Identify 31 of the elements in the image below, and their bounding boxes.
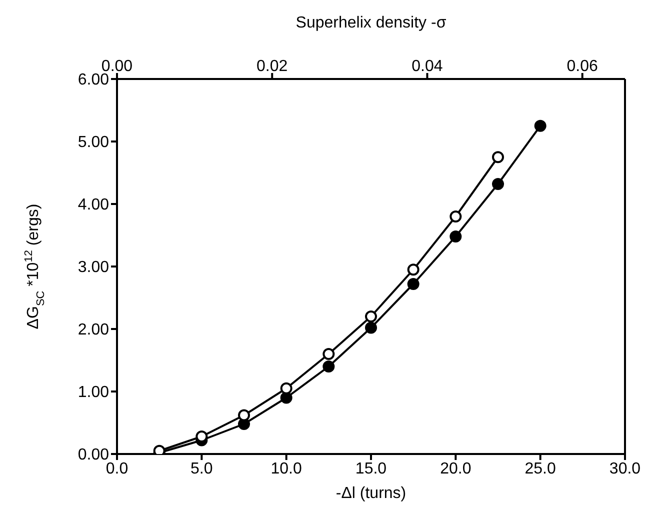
- x2-tick-label: 0.04: [412, 58, 443, 75]
- point: [534, 120, 546, 132]
- y-tick-label: 1.00: [78, 384, 110, 402]
- point: [450, 230, 462, 242]
- y-tick-label: 3.00: [78, 259, 110, 276]
- y-tick-label: 2.00: [78, 322, 110, 339]
- y-tick-label: 4.00: [78, 196, 110, 214]
- x2-tick-label: 0.06: [566, 58, 598, 75]
- point: [492, 151, 504, 164]
- point: [365, 322, 377, 334]
- point: [238, 409, 250, 422]
- point: [280, 382, 292, 394]
- x-tick-label: 5.0: [190, 460, 213, 478]
- x2-axis-title: Superhelix density -σ: [296, 14, 446, 32]
- x2-tick-label: 0.02: [256, 58, 288, 75]
- y-tick-label: 6.00: [78, 72, 110, 89]
- x-tick-label: 15.0: [355, 460, 387, 478]
- y-tick-label: 5.00: [78, 134, 110, 152]
- point: [280, 392, 292, 404]
- x-tick-label: 25.0: [524, 460, 556, 478]
- point: [407, 278, 420, 290]
- point: [407, 264, 420, 276]
- x-tick-label: 30.0: [609, 460, 641, 478]
- point: [492, 178, 504, 190]
- point: [365, 310, 377, 322]
- point: [322, 348, 335, 360]
- x-tick-label: 10.0: [270, 460, 302, 478]
- point: [450, 210, 462, 222]
- x-tick-label: 20.0: [440, 460, 472, 478]
- x-axis-title: -Δl (turns): [336, 485, 406, 502]
- point: [322, 360, 335, 372]
